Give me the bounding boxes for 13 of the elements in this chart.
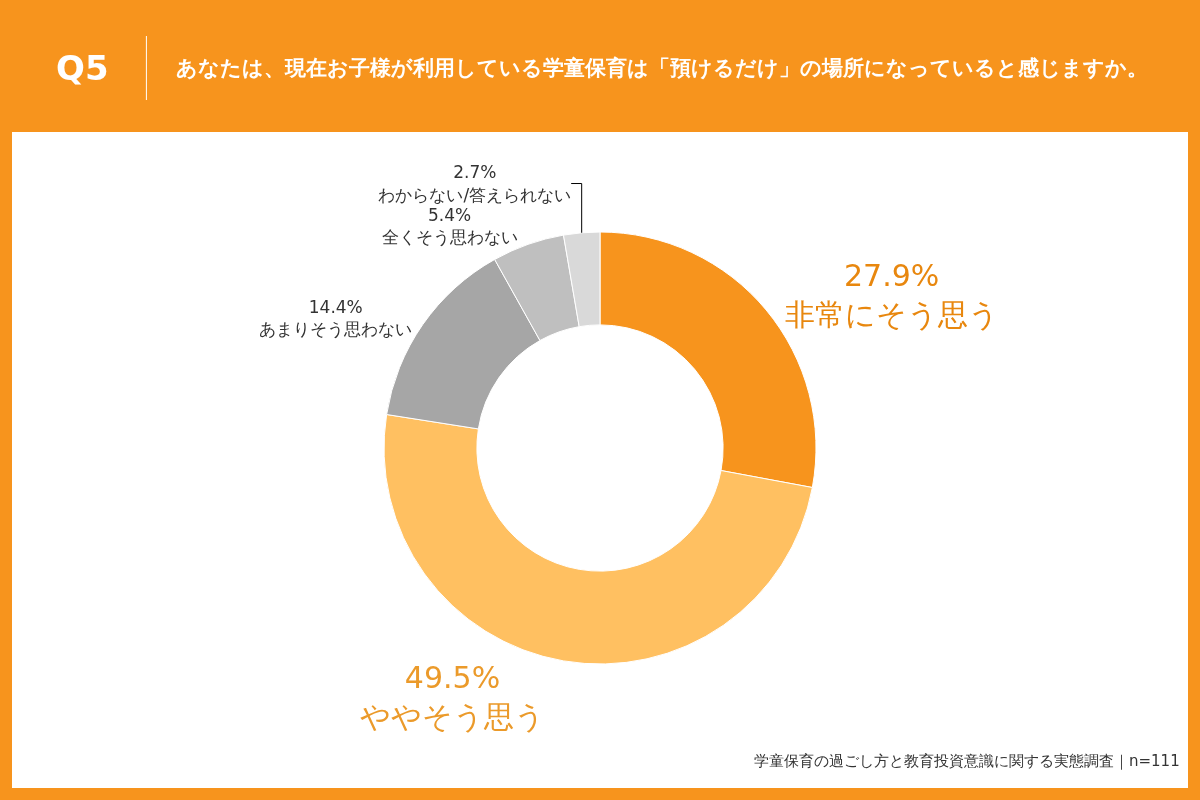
data-label: 27.9% [843, 257, 940, 293]
chart-title: Q5 [56, 48, 109, 88]
slice-label: あまりそう思わない [259, 318, 413, 339]
slice-label: ややそう思う [360, 698, 545, 734]
text: 学童保育の過ごし方と教育投資意識に関する実態調査｜n=111 [754, 752, 1180, 770]
data-label: 5.4% [427, 204, 472, 225]
chart-subtitle: あなたは、現在お子様が利用している学童保育は「預けるだけ」の場所になっていると感じますか。 [176, 56, 1148, 80]
data-label: 2.7% [453, 162, 497, 183]
slice-label: わからない/答えられない [378, 184, 572, 205]
slice-label: 非常にそう思う [784, 296, 999, 332]
slice-label: 全くそう思わない [381, 226, 518, 247]
data-label: 14.4% [308, 296, 363, 317]
data-label: 49.5% [404, 659, 501, 695]
